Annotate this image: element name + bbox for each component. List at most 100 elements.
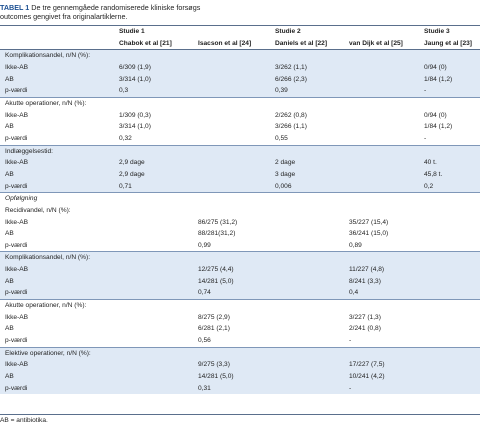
- table-row: p-værdi 0,32 0,55 -: [0, 133, 480, 145]
- table-row-cell: [270, 217, 344, 229]
- table-row-cell: [344, 61, 419, 74]
- table-row: AB 3/314 (1,0) 6/266 (2,3) 1/84 (1,2): [0, 73, 480, 86]
- table-row-cell: 0,74: [193, 287, 270, 300]
- table-row-cell: -: [419, 85, 480, 98]
- table-row-cell: 8/241 (3,3): [344, 275, 419, 288]
- table-row-cell: p-værdi: [5, 337, 28, 345]
- table-row-cell: [193, 96, 270, 110]
- table-row-cell: [114, 264, 193, 276]
- table-row-cell: [419, 346, 480, 360]
- table-row-cell: [344, 121, 419, 133]
- table-row: AB 2,9 dage 3 dage 45,8 t.: [0, 168, 480, 181]
- table-row-cell: AB: [5, 230, 14, 238]
- table-row-cell: -: [349, 337, 352, 345]
- table-row-cell: [193, 157, 270, 169]
- table-row-cell: 0,55: [275, 134, 288, 142]
- table-row: Ikke-AB 2,9 dage 2 dage 40 t.: [0, 157, 480, 169]
- table-row-cell: [270, 49, 344, 62]
- table-row-cell: Ikke-AB: [0, 359, 114, 372]
- table-row-cell: p-værdi: [0, 180, 114, 193]
- table-row-cell: [270, 205, 344, 217]
- table-row-cell: 3/262 (1,1): [270, 61, 344, 74]
- table-row: p-værdi 0,3 0,39 -: [0, 85, 480, 98]
- table-row-cell: [114, 217, 193, 229]
- table-row-cell: [270, 192, 344, 205]
- table-row: Akutte operationer, n/N (%):: [0, 96, 480, 110]
- table-row-cell: [270, 346, 344, 360]
- table-row-cell: [419, 96, 480, 110]
- table-row-cell: AB: [0, 168, 114, 181]
- table-row-cell: 0,56: [198, 337, 211, 345]
- table-row-cell: [344, 346, 419, 360]
- table-row-cell: 0/94 (0): [424, 111, 447, 119]
- column-header-row-cell: Daniels et al [22]: [270, 37, 344, 51]
- table-row-cell: [270, 323, 344, 335]
- table-row-cell: Indlæggelsestid:: [0, 144, 114, 158]
- table-row-cell: [114, 205, 193, 217]
- table-row: Ikke-AB 9/275 (3,3) 17/227 (7,5): [0, 359, 480, 372]
- table-row-cell: [419, 192, 480, 205]
- table-row-cell: p-værdi: [5, 241, 28, 249]
- table-row-cell: [193, 133, 270, 145]
- table-row-cell: 6/309 (1,9): [114, 61, 193, 74]
- table-row-cell: [419, 299, 480, 312]
- table-row-cell: Ikke-AB: [5, 313, 29, 321]
- table-row: AB 6/281 (2,1) 2/241 (0,8): [0, 323, 480, 335]
- table-row-cell: 17/227 (7,5): [344, 359, 419, 372]
- table-row-cell: [344, 110, 419, 122]
- table-row-cell: AB: [0, 73, 114, 86]
- table-row-cell: 2 dage: [270, 157, 344, 169]
- table-row-cell: AB: [0, 275, 114, 288]
- column-header-row: Chabok et al [21] Isacson et al [24] Danie…: [0, 37, 480, 51]
- table-row-cell: [270, 251, 344, 265]
- table-bottom-rule: [0, 414, 480, 415]
- table-row: p-værdi 0,99 0,89: [0, 240, 480, 252]
- table-row-cell: [344, 85, 419, 98]
- table-row-cell: [344, 299, 419, 312]
- table-caption: TABEL 1 De tre gennemgåede randomiserede…: [0, 3, 470, 21]
- table-row-cell: [114, 251, 193, 265]
- study-header-row: Studie 1 Studie 2 Studie 3: [0, 24, 480, 38]
- table-row-cell: [419, 323, 480, 335]
- table-row-cell: [114, 49, 193, 62]
- table-row-cell: [193, 121, 270, 133]
- table-row: p-værdi 0,31 -: [0, 382, 480, 395]
- table-row-cell: [270, 275, 344, 288]
- table-row-cell: [270, 312, 344, 324]
- table-row-cell: [114, 275, 193, 288]
- table-row-cell: [344, 157, 419, 169]
- table-row-cell: [270, 335, 344, 347]
- table-row: Akutte operationer, n/N (%):: [0, 299, 480, 312]
- table-row-cell: p-værdi: [5, 134, 28, 142]
- table-row-cell: 45,8 t.: [419, 168, 480, 181]
- table-row-cell: [270, 228, 344, 240]
- table-row-cell: 0,006: [270, 180, 344, 193]
- table-row-cell: [114, 382, 193, 395]
- table-row-cell: [193, 299, 270, 312]
- table-row: p-værdi 0,56 -: [0, 335, 480, 347]
- table-row-cell: 8/275 (2,9): [198, 313, 230, 321]
- table-row-cell: [193, 85, 270, 98]
- table-row-cell: [344, 73, 419, 86]
- table-row-cell: [193, 180, 270, 193]
- table-row-cell: 86/275 (31,2): [198, 218, 238, 226]
- table-row-cell: [114, 299, 193, 312]
- table-row-cell: [270, 299, 344, 312]
- table-row-cell: [344, 168, 419, 181]
- table-row-cell: p-værdi: [0, 287, 114, 300]
- table-row-cell: [419, 49, 480, 62]
- table-row-cell: 1/309 (0,3): [119, 111, 151, 119]
- table-row-cell: [114, 346, 193, 360]
- table-row-cell: [419, 287, 480, 300]
- table-row-cell: [344, 144, 419, 158]
- table-row: Ikke-AB 8/275 (2,9) 3/227 (1,3): [0, 312, 480, 324]
- table-row: Komplikationsandel, n/N (%):: [0, 49, 480, 62]
- table-row-cell: 2/241 (0,8): [349, 325, 381, 333]
- table-row-cell: 0,39: [270, 85, 344, 98]
- table-row-cell: [270, 287, 344, 300]
- table-row-cell: [193, 205, 270, 217]
- table-row-cell: [419, 264, 480, 276]
- table-row-cell: [193, 61, 270, 74]
- table-row-cell: Recidivandel, n/N (%):: [5, 206, 71, 214]
- table-row-cell: -: [424, 134, 427, 142]
